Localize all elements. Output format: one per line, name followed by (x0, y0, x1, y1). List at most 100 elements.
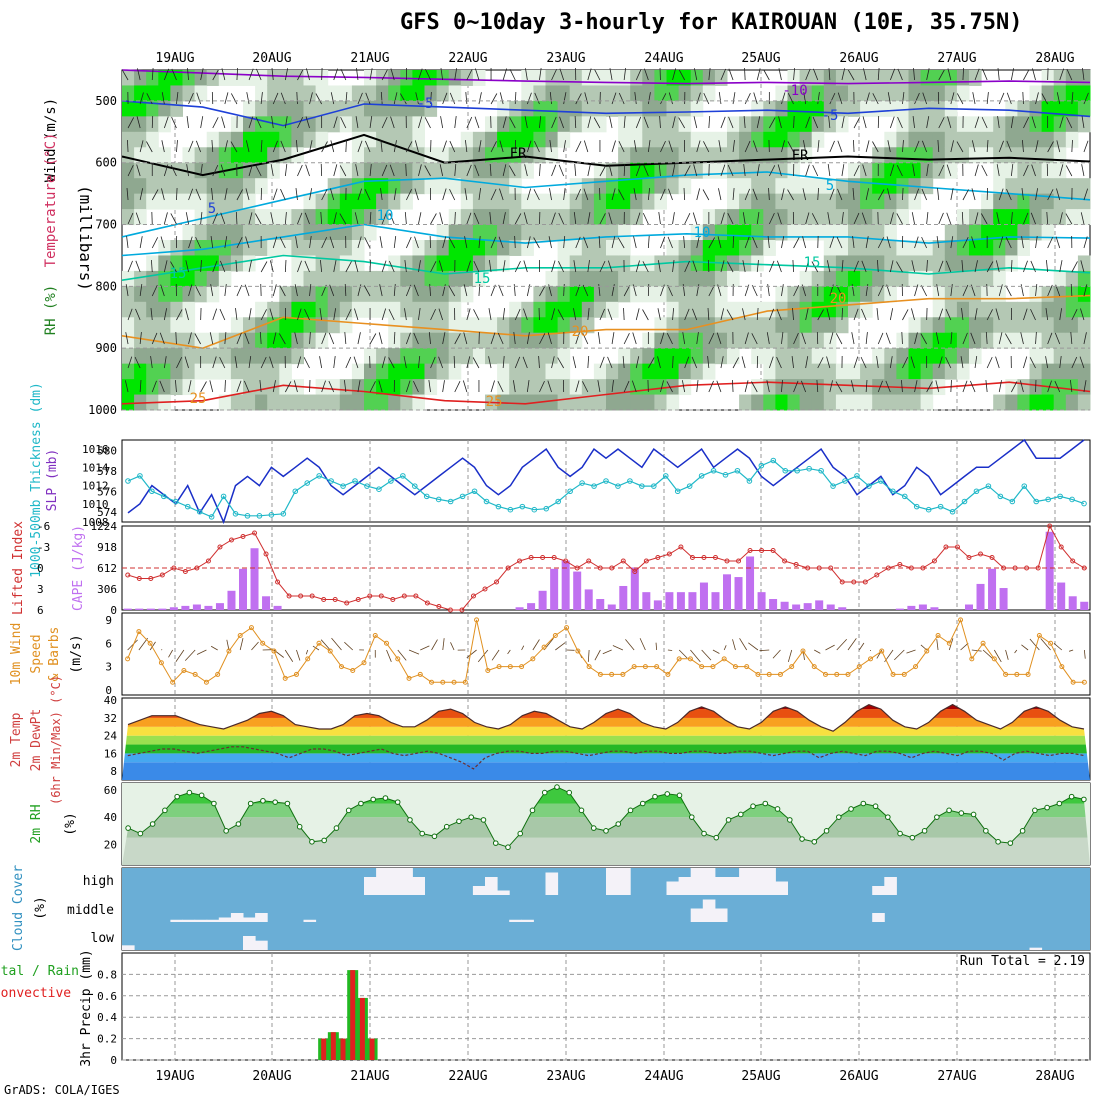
rh-cell (472, 317, 486, 334)
rh-tick: 60 (104, 784, 117, 797)
rh-cell (521, 394, 534, 411)
wind-barb (793, 332, 799, 345)
temp-band (122, 735, 1090, 745)
wind-barb (1054, 380, 1061, 393)
wind10-point (676, 656, 682, 662)
rh-cell (763, 394, 776, 411)
thickness-point (232, 511, 239, 517)
rh-cell (122, 363, 135, 380)
rh-cell (327, 379, 341, 396)
wind-barb (752, 236, 758, 249)
rh-cell (884, 363, 897, 380)
rh-cell (956, 85, 970, 102)
rh-cell (860, 85, 873, 102)
wind-barb (756, 308, 759, 321)
rh-cell (848, 394, 861, 411)
rh-cell (763, 348, 776, 365)
rh-cell (1065, 394, 1079, 411)
wind-barb (597, 332, 601, 345)
wind-barb (902, 187, 904, 201)
wind10-point (665, 671, 671, 677)
wind-barb (853, 356, 859, 369)
thickness-point (651, 483, 657, 489)
wind-barb (914, 380, 918, 393)
wind-barb (269, 308, 274, 321)
wind-barb (829, 380, 833, 393)
rh-cell (835, 178, 849, 195)
surface-wind-barb (960, 642, 969, 651)
wind10-point (181, 668, 187, 674)
wind-barb (497, 332, 504, 345)
rh-point (578, 807, 585, 814)
rh-cell (1005, 224, 1018, 241)
wind-barb (692, 212, 698, 225)
wind-barb (539, 285, 546, 297)
wind-barb (853, 212, 860, 225)
isotherm-line (121, 254, 1091, 281)
wind10-tick: 6 (105, 637, 112, 650)
wind-barb (415, 92, 419, 105)
rh-cell (557, 85, 571, 102)
wind-barb (800, 380, 807, 393)
rh-cell (388, 116, 401, 133)
wind-barb (184, 356, 189, 369)
rh-cell (509, 348, 522, 365)
slp-tick: 1016 (82, 443, 109, 456)
wind-barb (575, 93, 582, 105)
wind-barb (405, 189, 412, 201)
slp-label: SLP (mb) (45, 449, 60, 512)
wind-barb (1005, 237, 1012, 249)
wind-barb (512, 380, 516, 393)
lifted-index-point (862, 579, 868, 585)
rh-cell (497, 317, 510, 334)
cape-bar (895, 608, 904, 610)
wind-barb (1030, 212, 1036, 225)
contour-label: 10 (377, 208, 394, 224)
rh-cell (932, 255, 946, 272)
rh-cell (1077, 379, 1091, 396)
wind-barb (357, 140, 363, 153)
rh-cell (1077, 85, 1091, 102)
wind-barb (176, 357, 183, 369)
lifted-index-point (851, 579, 857, 585)
thickness-point (818, 467, 824, 474)
thickness-point (949, 508, 956, 515)
rh-cell (751, 394, 764, 411)
rh-point (456, 818, 462, 825)
wind-barb (393, 188, 397, 201)
rh-cell (412, 100, 425, 117)
wind-barb (912, 116, 915, 129)
rh-cell (666, 85, 680, 102)
wind-barb (828, 68, 831, 81)
rh-cell (1053, 209, 1067, 226)
rh-cell (811, 363, 825, 380)
cape-bar (123, 608, 132, 610)
rh-cell (315, 332, 329, 349)
thickness-point (615, 483, 621, 489)
wind-barb (938, 308, 944, 321)
wind-barb (523, 260, 528, 273)
wind-barb (255, 165, 262, 177)
rh-cell (364, 178, 377, 195)
rh-cell (908, 394, 922, 411)
rh-cell (848, 301, 861, 318)
wind-barb (344, 283, 347, 297)
rh-cell (763, 332, 776, 349)
wind-barb (186, 116, 189, 129)
rh-cell (569, 224, 583, 241)
rh-cell (206, 286, 220, 303)
rh-cell (351, 131, 365, 148)
temp-band (122, 704, 1090, 710)
wind-barb (236, 284, 243, 297)
wind-barb (305, 116, 310, 129)
wind-barb (826, 260, 831, 273)
rh-cell (291, 209, 304, 226)
wind10-point (440, 679, 446, 685)
rh-point (260, 797, 266, 804)
wind-barb (514, 308, 521, 321)
rh-cell (1005, 193, 1018, 210)
rh-cell (775, 209, 788, 226)
rh-cell (763, 209, 776, 226)
wind-barb (297, 308, 302, 321)
lifted-index-point (367, 593, 373, 599)
